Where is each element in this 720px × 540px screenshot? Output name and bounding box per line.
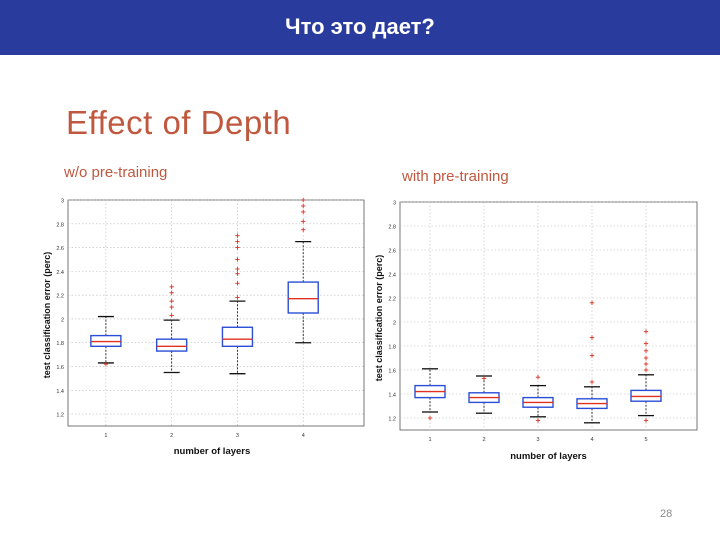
y-tick-label: 3: [61, 199, 64, 205]
outlier-marker: [301, 227, 306, 232]
box-2: [468, 375, 500, 414]
y-axis-label: test classification error (perc): [374, 255, 384, 382]
outlier-marker: [643, 348, 649, 353]
outlier-marker: [235, 233, 240, 238]
header-title: Что это дает?: [285, 14, 435, 39]
outlier-marker: [169, 290, 174, 295]
y-tick-label: 2.4: [56, 270, 64, 276]
outlier-marker: [643, 341, 649, 346]
y-tick-label: 2.6: [56, 246, 64, 252]
outlier-marker: [589, 353, 595, 358]
outlier-marker: [103, 361, 109, 367]
y-tick-label: 2: [393, 321, 396, 327]
outlier-marker: [301, 219, 306, 224]
y-tick-label: 1.8: [56, 341, 64, 347]
box-5: [630, 329, 662, 423]
chart-without-pretraining: 1.2 1.4 1.6 1.8 2 2.2 2.4 2.6 2.8 3 1 2 3 4 number of …: [42, 197, 365, 457]
header-bar: Что это дает?: [0, 0, 720, 55]
box-4: [287, 197, 319, 344]
outlier-marker: [235, 266, 240, 272]
x-axis-label: number of layers: [174, 446, 251, 457]
outlier-marker: [589, 379, 595, 385]
iqr-box: [155, 338, 188, 352]
x-axis-label: number of layers: [510, 451, 587, 462]
x-tick-label: 1: [104, 433, 107, 439]
slide-title: Effect of Depth: [66, 104, 292, 141]
x-tick-label: 3: [536, 437, 539, 443]
outlier-marker: [169, 304, 174, 310]
outlier-marker: [589, 300, 595, 305]
chart-with-pretraining: 1.2 1.4 1.6 1.8 2 2.2 2.4 2.6 2.8 3 1 2 3 4 5 number of…: [374, 201, 698, 462]
page-number: 28: [660, 508, 673, 520]
y-tick-label: 2.8: [388, 225, 396, 231]
outlier-marker: [235, 271, 240, 276]
y-tick-label: 1.4: [56, 389, 64, 395]
iqr-box: [287, 281, 319, 314]
box-2: [155, 284, 188, 374]
box-1: [414, 368, 446, 421]
y-tick-label: 2.8: [56, 222, 64, 228]
outlier-marker: [589, 335, 595, 340]
x-tick-label: 4: [302, 433, 305, 439]
outlier-marker: [301, 197, 306, 203]
left-chart-title: w/o pre-training: [64, 164, 168, 181]
y-tick-label: 1.2: [388, 417, 396, 423]
y-tick-label: 3: [393, 201, 396, 207]
outlier-marker: [643, 418, 649, 423]
y-tick-label: 1.6: [56, 365, 64, 371]
y-tick-label: 2.2: [56, 294, 64, 300]
iqr-box: [221, 326, 254, 348]
y-tick-label: 2.2: [388, 297, 396, 303]
x-tick-label: 2: [170, 433, 173, 439]
outlier-marker: [535, 418, 541, 423]
outlier-marker: [169, 313, 174, 318]
outlier-marker: [235, 257, 240, 262]
box-3: [522, 375, 554, 423]
outlier-marker: [481, 376, 487, 381]
outlier-marker: [235, 245, 240, 250]
x-tick-label: 1: [428, 437, 431, 443]
x-tick-label: 4: [590, 437, 593, 443]
y-axis-label: test classification error (perc): [42, 252, 52, 379]
y-tick-label: 1.8: [388, 345, 396, 351]
outlier-marker: [643, 367, 649, 373]
outlier-marker: [427, 415, 433, 421]
x-tick-label: 3: [236, 433, 239, 439]
y-tick-label: 1.6: [388, 369, 396, 375]
y-tick-label: 2: [61, 317, 64, 323]
y-tick-label: 1.4: [388, 393, 396, 399]
y-tick-label: 1.2: [56, 413, 64, 419]
outlier-marker: [235, 281, 240, 286]
outlier-marker: [643, 329, 649, 334]
right-chart-title: with pre-training: [402, 168, 509, 185]
outlier-marker: [643, 355, 649, 361]
outlier-marker: [169, 284, 174, 290]
outlier-marker: [535, 375, 541, 380]
box-4: [576, 300, 608, 424]
outlier-marker: [301, 209, 306, 215]
plot-frame: [67, 199, 365, 427]
y-tick-label: 2.4: [388, 273, 396, 279]
outlier-marker: [301, 203, 306, 209]
y-tick-label: 2.6: [388, 249, 396, 255]
box-1: [90, 315, 122, 367]
outlier-marker: [643, 361, 649, 367]
outlier-marker: [169, 298, 174, 304]
x-tick-label: 5: [644, 437, 647, 443]
outlier-marker: [235, 295, 240, 300]
x-tick-label: 2: [482, 437, 485, 443]
box-3: [221, 233, 254, 375]
outlier-marker: [235, 239, 240, 244]
